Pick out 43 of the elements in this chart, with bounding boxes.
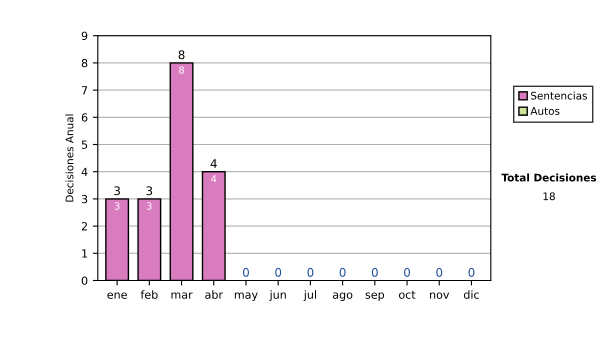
- text: Total Decisiones: [501, 173, 596, 182]
- legend-label: Sentencias: [531, 92, 587, 100]
- x-tick-label: mar: [171, 292, 193, 299]
- total-label: 0: [404, 268, 410, 277]
- total-label: 0: [340, 268, 346, 277]
- x-tick-label: ago: [332, 292, 352, 301]
- y-tick-label: 9: [82, 32, 88, 40]
- y-tick-label: 5: [82, 140, 88, 149]
- legend-label: Autos: [530, 107, 560, 115]
- x-tick-label: oct: [399, 290, 416, 299]
- total-label: 0: [243, 268, 249, 277]
- data-label: 4: [211, 175, 216, 182]
- y-axis-title: Decisiones Anual: [65, 114, 74, 202]
- data-label: 3: [114, 202, 120, 210]
- total-label: 3: [114, 186, 120, 196]
- y-tick-label: 4: [82, 168, 88, 176]
- total-label: 0: [307, 268, 314, 277]
- data-label: 8: [179, 66, 184, 74]
- data-label: 3: [146, 202, 152, 210]
- y-tick-label: 6: [82, 113, 88, 122]
- y-tick-label: 7: [82, 86, 88, 94]
- x-tick-label: dic: [464, 290, 479, 299]
- y-tick-label: 3: [82, 194, 88, 204]
- x-tick-label: ene: [107, 292, 127, 299]
- x-tick-label: sep: [366, 292, 384, 301]
- total-label: 3: [146, 186, 152, 196]
- text: 18: [544, 192, 555, 200]
- x-tick-label: feb: [140, 290, 158, 299]
- x-tick-label: jun: [269, 290, 286, 301]
- x-tick-label: abr: [205, 290, 223, 299]
- x-tick-label: nov: [430, 292, 450, 299]
- total-label: 0: [275, 268, 282, 277]
- total-label: 0: [436, 268, 442, 277]
- y-tick-label: 0: [82, 276, 88, 285]
- y-tick-label: 8: [82, 58, 88, 68]
- total-label: 4: [210, 159, 217, 168]
- total-label: 0: [372, 268, 378, 277]
- total-label: 8: [178, 50, 184, 60]
- x-tick-label: jul: [304, 290, 316, 301]
- total-label: 0: [468, 268, 474, 277]
- y-tick-label: 1: [82, 249, 88, 258]
- x-tick-label: may: [234, 292, 258, 301]
- y-tick-label: 2: [82, 222, 87, 230]
